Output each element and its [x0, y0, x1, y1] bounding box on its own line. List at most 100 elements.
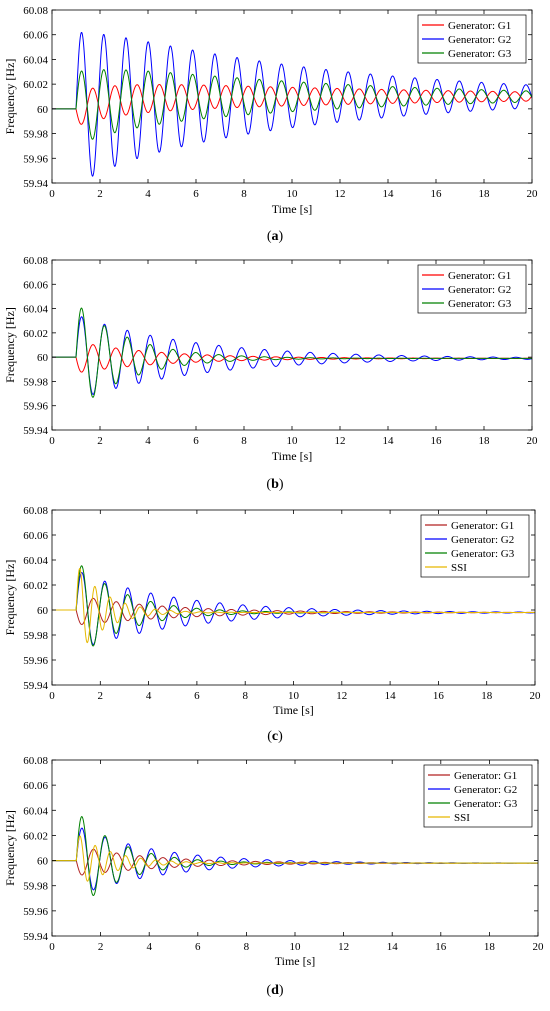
y-tick-label: 60.04 — [23, 555, 48, 567]
x-tick-label: 20 — [530, 690, 542, 702]
x-tick-label: 20 — [533, 941, 545, 953]
x-tick-label: 0 — [49, 941, 55, 953]
y-tick-label: 60.02 — [23, 830, 48, 842]
x-tick-label: 18 — [481, 690, 493, 702]
chart-panel: 0 2 4 6 8 10 12 14 16 18 20 59.94 59.96 59.98 60 60.02 6… — [0, 0, 550, 250]
y-tick-label: 59.98 — [23, 881, 48, 893]
chart-panel: 0 2 4 6 8 10 12 14 16 18 20 59.94 59.96 59.98 60 60.02 6… — [0, 500, 550, 750]
x-tick-label: 8 — [244, 941, 250, 953]
x-tick-label: 4 — [146, 941, 152, 953]
x-tick-label: 4 — [145, 188, 151, 200]
x-tick-label: 16 — [431, 435, 443, 447]
y-tick-label: 59.96 — [23, 906, 48, 918]
x-tick-label: 0 — [49, 690, 55, 702]
y-tick-label: 60.08 — [23, 755, 48, 767]
series-line — [52, 83, 532, 125]
legend-label: Generator: G2 — [451, 534, 514, 546]
y-tick-label: 60 — [37, 352, 49, 364]
chart-panel: 0 2 4 6 8 10 12 14 16 18 20 59.94 59.96 59.98 60 60.02 6… — [0, 250, 550, 500]
x-axis-label: Time [s] — [272, 449, 313, 463]
chart-svg: 0 2 4 6 8 10 12 14 16 18 20 59.94 59.96 59.98 60 60.02 6… — [3, 505, 542, 744]
x-tick-label: 10 — [288, 690, 300, 702]
y-tick-label: 60.06 — [23, 279, 48, 291]
chart-svg: 0 2 4 6 8 10 12 14 16 18 20 59.94 59.96 59.98 60 60.02 6… — [3, 755, 545, 998]
legend-label: Generator: G2 — [448, 34, 511, 46]
y-tick-label: 60.02 — [23, 580, 48, 592]
y-tick-label: 60.08 — [23, 255, 48, 267]
y-tick-label: 60.04 — [23, 805, 48, 817]
y-tick-label: 60.08 — [23, 5, 48, 17]
x-tick-label: 12 — [336, 690, 347, 702]
panel-caption: (b) — [266, 477, 283, 492]
y-tick-label: 60.04 — [23, 304, 48, 316]
x-tick-label: 18 — [479, 188, 491, 200]
x-tick-label: 2 — [97, 188, 103, 200]
y-tick-label: 60.06 — [23, 530, 48, 542]
x-tick-label: 12 — [335, 435, 346, 447]
y-axis-label: Frequency [Hz] — [3, 560, 17, 636]
x-tick-label: 2 — [97, 435, 103, 447]
x-axis-label: Time [s] — [272, 202, 313, 216]
y-tick-label: 60 — [37, 856, 49, 868]
y-tick-label: 59.94 — [23, 425, 48, 437]
y-tick-label: 59.98 — [23, 129, 48, 141]
x-tick-label: 10 — [290, 941, 302, 953]
x-tick-label: 2 — [98, 941, 104, 953]
chart-svg: 0 2 4 6 8 10 12 14 16 18 20 59.94 59.96 59.98 60 60.02 6… — [3, 255, 539, 492]
x-tick-label: 8 — [241, 188, 247, 200]
x-axis-label: Time [s] — [275, 954, 316, 968]
y-tick-label: 59.96 — [23, 401, 48, 413]
legend-label: Generator: G3 — [451, 548, 515, 560]
legend-label: Generator: G3 — [448, 298, 512, 310]
x-tick-label: 10 — [287, 188, 299, 200]
series-line — [52, 307, 532, 398]
y-tick-label: 60.02 — [23, 328, 48, 340]
y-tick-label: 60.08 — [23, 505, 48, 517]
chart-panel: 0 2 4 6 8 10 12 14 16 18 20 59.94 59.96 59.98 60 60.02 6… — [0, 750, 550, 1006]
x-tick-label: 2 — [98, 690, 104, 702]
x-tick-label: 6 — [194, 690, 200, 702]
legend-label: Generator: G1 — [448, 20, 511, 32]
y-tick-label: 59.94 — [23, 680, 48, 692]
x-tick-label: 4 — [145, 435, 151, 447]
x-tick-label: 6 — [195, 941, 201, 953]
y-tick-label: 60 — [37, 605, 49, 617]
legend-label: Generator: G3 — [454, 798, 518, 810]
legend-label: Generator: G1 — [454, 770, 517, 782]
legend-label: SSI — [454, 812, 470, 824]
series-line — [52, 835, 538, 882]
x-tick-label: 6 — [193, 435, 199, 447]
legend-label: Generator: G2 — [448, 284, 511, 296]
x-tick-label: 16 — [433, 690, 445, 702]
x-tick-label: 16 — [435, 941, 447, 953]
legend-label: Generator: G3 — [448, 48, 512, 60]
y-tick-label: 59.98 — [23, 376, 48, 388]
panel-caption: (d) — [266, 983, 283, 998]
legend-label: Generator: G1 — [448, 270, 511, 282]
series-line — [52, 69, 532, 140]
y-tick-label: 59.96 — [23, 153, 48, 165]
x-tick-label: 6 — [193, 188, 199, 200]
x-tick-label: 18 — [479, 435, 491, 447]
panel-caption: (a) — [267, 229, 284, 244]
y-tick-label: 60 — [37, 104, 49, 116]
panel-caption: (c) — [267, 729, 283, 744]
y-tick-label: 59.98 — [23, 630, 48, 642]
x-tick-label: 20 — [527, 435, 539, 447]
x-axis-label: Time [s] — [273, 703, 314, 717]
y-tick-label: 59.94 — [23, 178, 48, 190]
y-tick-label: 59.96 — [23, 655, 48, 667]
chart-svg: 0 2 4 6 8 10 12 14 16 18 20 59.94 59.96 59.98 60 60.02 6… — [3, 5, 539, 244]
x-tick-label: 0 — [49, 188, 55, 200]
y-axis-label: Frequency [Hz] — [3, 307, 17, 383]
y-axis-label: Frequency [Hz] — [3, 59, 17, 135]
x-tick-label: 20 — [527, 188, 539, 200]
legend-label: SSI — [451, 562, 467, 574]
y-axis-label: Frequency [Hz] — [3, 810, 17, 886]
y-tick-label: 60.06 — [23, 30, 48, 42]
y-tick-label: 59.94 — [23, 931, 48, 943]
y-tick-label: 60.06 — [23, 780, 48, 792]
x-tick-label: 14 — [383, 435, 395, 447]
x-tick-label: 8 — [242, 690, 248, 702]
x-tick-label: 14 — [385, 690, 397, 702]
